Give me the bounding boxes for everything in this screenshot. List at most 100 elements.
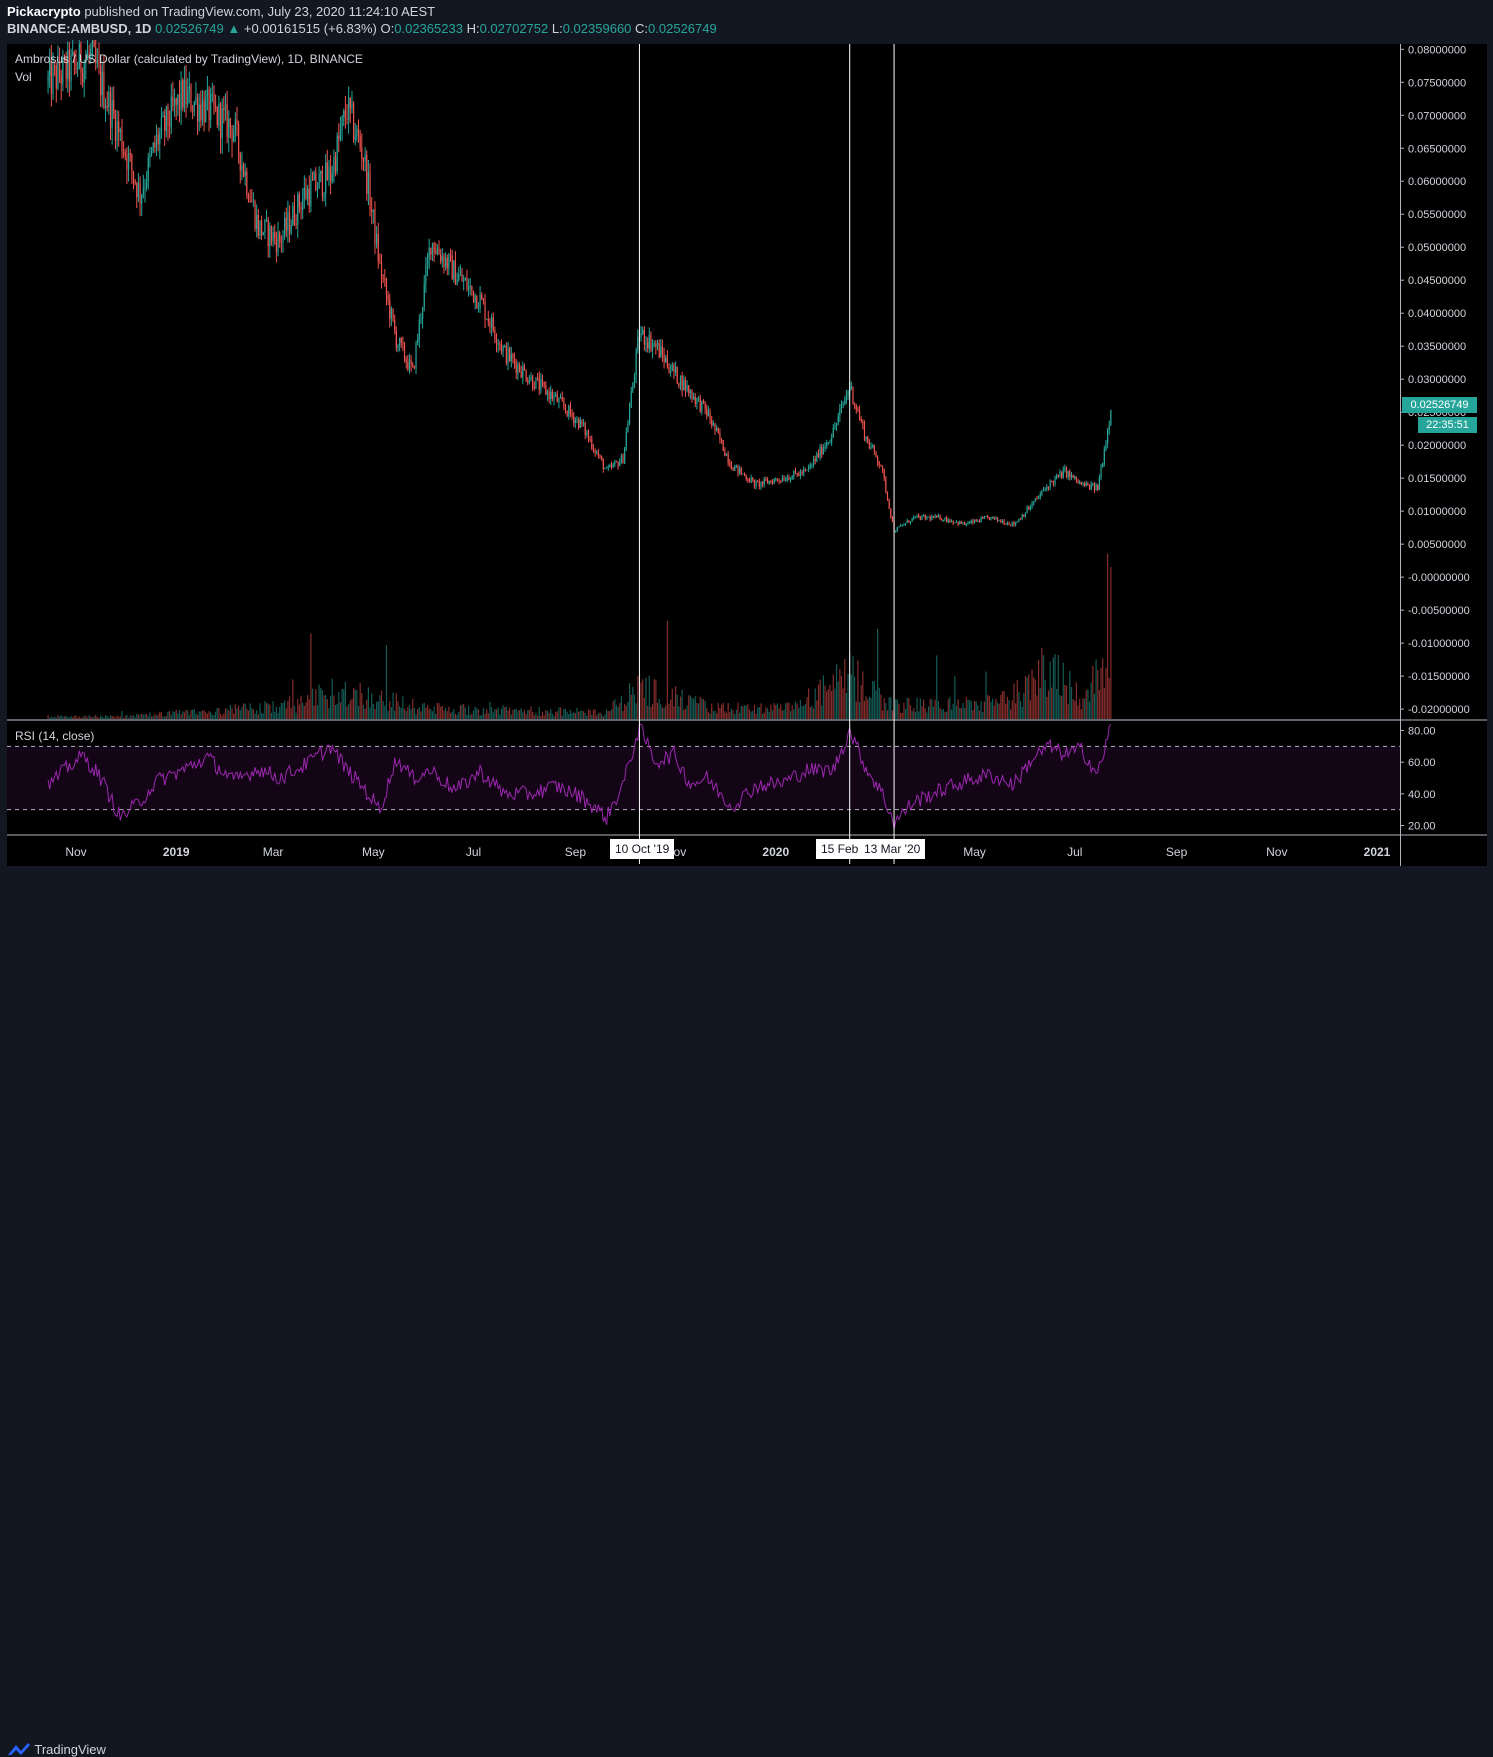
volume-bar — [236, 708, 238, 719]
price-chart[interactable]: 0.08000000 0.07500000 0.07000000 0.06500000… — [0, 40, 1493, 866]
tradingview-brand[interactable]: TradingView — [7, 1741, 106, 1757]
candle-body — [384, 278, 386, 280]
volume-bar — [54, 716, 56, 719]
candle-body — [121, 129, 123, 152]
candle-body — [773, 479, 775, 484]
candle-body — [246, 171, 248, 196]
volume-bar — [696, 703, 698, 719]
candle-body — [857, 409, 859, 411]
candle-body — [775, 478, 777, 480]
candle-body — [310, 179, 312, 206]
candle-body — [170, 96, 172, 127]
candle-body — [957, 521, 959, 525]
volume-bar — [814, 688, 816, 719]
candle-body — [164, 115, 166, 131]
candle-body — [339, 130, 342, 140]
candle-body — [551, 391, 553, 400]
volume-bar — [57, 714, 59, 719]
volume-bar — [154, 714, 156, 719]
rsi-band — [7, 746, 1400, 810]
candle-series — [47, 40, 1112, 534]
volume-bar — [395, 693, 397, 719]
volume-bar — [660, 704, 662, 719]
candle-body — [610, 465, 613, 468]
volume-bar — [939, 707, 941, 719]
candle-body — [103, 71, 105, 108]
volume-bar — [962, 702, 964, 719]
volume-bar — [377, 701, 379, 719]
volume-bar — [1051, 687, 1053, 719]
candle-body — [433, 243, 435, 253]
candle-body — [691, 390, 693, 400]
candle-body — [172, 96, 174, 107]
candle-body — [944, 517, 946, 520]
candle-body — [167, 106, 169, 127]
volume-bar — [297, 698, 299, 719]
candle-body — [707, 411, 710, 416]
candle-body — [1041, 490, 1043, 495]
countdown-tag: 22:35:51 — [1418, 417, 1477, 433]
candle-body — [926, 516, 928, 519]
candle-body — [165, 106, 167, 131]
candle-body — [486, 319, 488, 320]
volume-bar — [771, 710, 774, 719]
volume-bar — [448, 706, 450, 719]
candle-body — [632, 383, 634, 392]
volume-bar — [369, 707, 371, 719]
candle-body — [438, 248, 440, 255]
volume-bar — [880, 694, 882, 719]
candle-body — [798, 474, 800, 477]
candle-body — [827, 442, 829, 444]
candle-body — [699, 397, 701, 412]
time-tick-label: Jul — [466, 845, 481, 859]
candle-body — [1097, 484, 1099, 490]
candle-body — [252, 201, 255, 203]
volume-bar — [91, 717, 94, 719]
volume-bar — [58, 716, 61, 719]
volume-bar — [798, 707, 800, 719]
candle-body — [845, 394, 848, 401]
volume-bar — [376, 701, 378, 719]
candle-body — [758, 481, 760, 487]
candle-body — [883, 469, 885, 479]
volume-bar — [620, 696, 622, 719]
candle-body — [872, 445, 874, 447]
candle-body — [333, 156, 335, 175]
publisher-name[interactable]: Pickacrypto — [7, 4, 81, 19]
volume-bar — [1057, 654, 1059, 719]
volume-bar — [808, 688, 810, 719]
volume-bar — [978, 710, 981, 719]
volume-bar — [714, 710, 716, 719]
candle-body — [614, 461, 616, 465]
candle-body — [504, 346, 506, 347]
volume-bar — [177, 713, 179, 719]
marker-date-label: 10 Oct '19 — [610, 839, 675, 859]
volume-bar — [366, 699, 368, 719]
candle-body — [201, 100, 204, 121]
candle-body — [865, 436, 867, 440]
candle-body — [282, 234, 284, 243]
candle-body — [1087, 483, 1089, 485]
candle-body — [625, 432, 627, 448]
candle-body — [737, 464, 739, 474]
candle-body — [711, 420, 713, 426]
candle-body — [500, 344, 503, 352]
candle-body — [1103, 449, 1105, 464]
candle-body — [587, 432, 590, 439]
volume-bar — [210, 712, 212, 719]
candle-body — [1052, 481, 1054, 484]
volume-bar — [67, 717, 69, 719]
volume-bar — [364, 708, 366, 719]
volume-bar — [977, 704, 979, 719]
volume-bar — [1084, 698, 1086, 719]
volume-bar — [535, 713, 537, 719]
candle-body — [535, 377, 537, 389]
candle-body — [913, 516, 915, 518]
candle-body — [832, 428, 834, 438]
candle-body — [1036, 498, 1038, 500]
candle-body — [970, 520, 972, 523]
volume-bar — [490, 707, 493, 719]
candle-body — [959, 521, 961, 525]
candle-body — [661, 346, 664, 355]
volume-bar — [157, 714, 159, 719]
